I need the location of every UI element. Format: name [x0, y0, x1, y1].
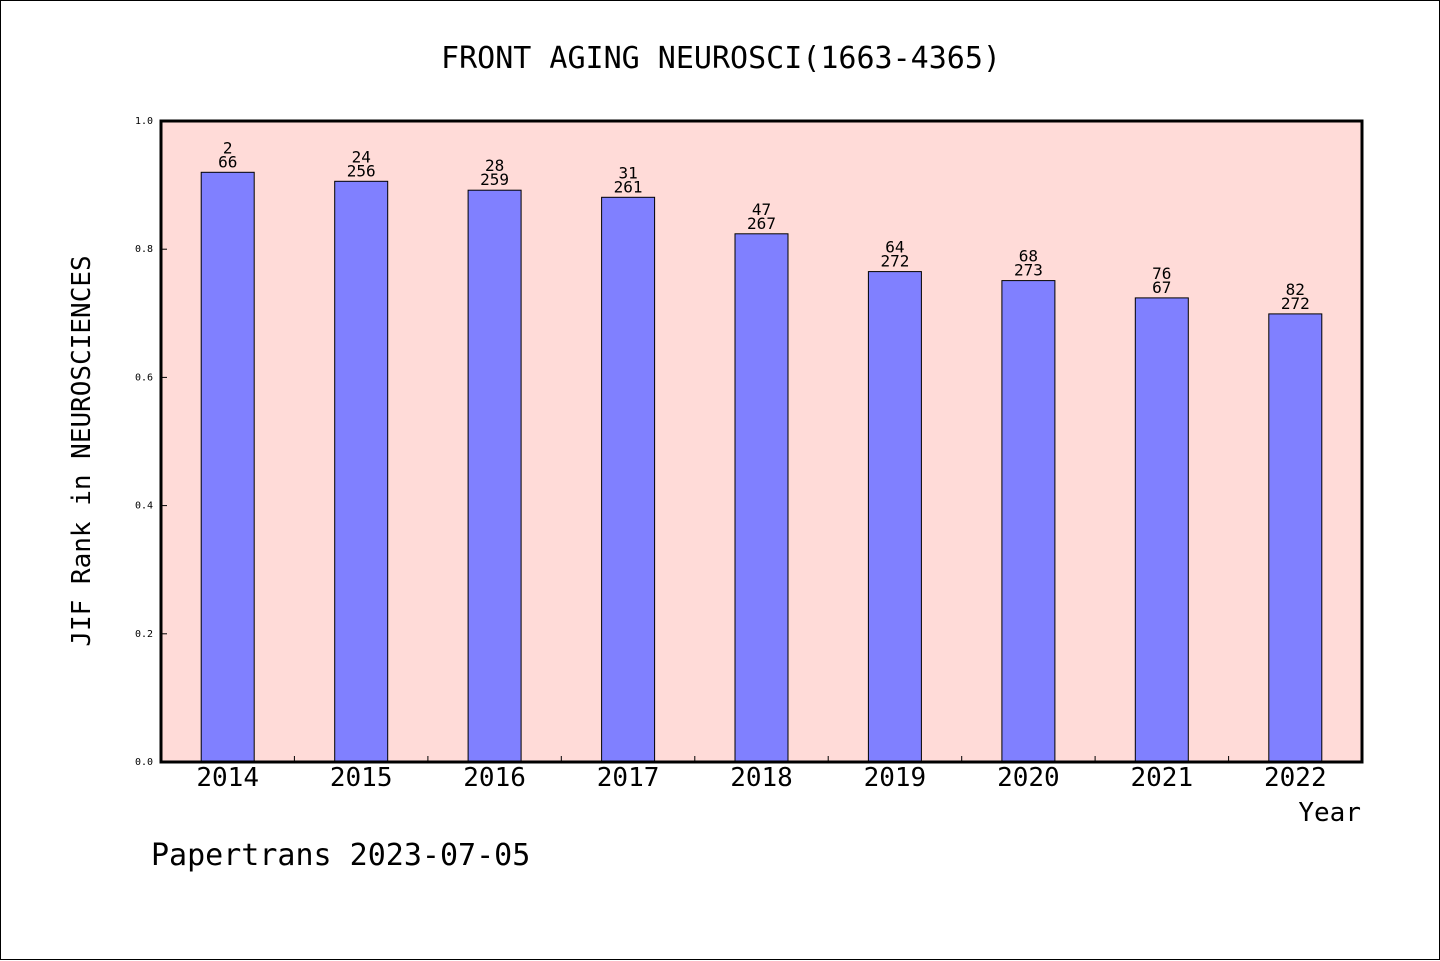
y-axis: 0.0 0.2 0.4 0.6 0.8 1.0 — [135, 116, 167, 768]
bar-label-rank: 68 — [1019, 247, 1038, 266]
bar-label-rank: 24 — [352, 147, 371, 166]
bar-2014 — [200, 171, 255, 763]
bar-label-rank: 47 — [752, 200, 771, 219]
bar-label-total: 259 — [480, 170, 509, 189]
x-tick-label: 2020 — [997, 763, 1060, 793]
bar-label-total: 256 — [347, 161, 376, 180]
bar-2019 — [867, 271, 922, 763]
bar-2017 — [601, 196, 656, 763]
bar-label-rank: 64 — [885, 238, 904, 257]
x-tick-label: 2018 — [730, 763, 793, 793]
bars-group — [200, 171, 1323, 763]
bar-2018 — [734, 233, 789, 763]
bar-label-total: 267 — [747, 214, 776, 233]
bar-label-rank: 28 — [485, 156, 504, 175]
y-tick-label: 1.0 — [135, 116, 153, 127]
bar-2016 — [467, 189, 522, 763]
x-tick-label: 2016 — [463, 763, 526, 793]
bar-2020 — [1001, 280, 1056, 763]
x-tick-label: 2019 — [864, 763, 927, 793]
bar-2021 — [1134, 297, 1189, 763]
x-axis-label: Year — [1298, 798, 1361, 828]
footer-credit: Papertrans 2023-07-05 — [151, 838, 530, 873]
y-tick-label: 0.0 — [135, 757, 153, 768]
bar-label-total: 272 — [880, 252, 909, 271]
x-tick-label: 2022 — [1264, 763, 1327, 793]
bar-label-total: 261 — [614, 177, 643, 196]
bar-label-rank: 31 — [618, 163, 637, 182]
x-tick-label: 2015 — [330, 763, 393, 793]
y-tick-label: 0.6 — [135, 372, 153, 383]
plot-border — [159, 119, 1364, 764]
y-tick-label: 0.8 — [135, 244, 153, 255]
x-tick-label: 2014 — [196, 763, 259, 793]
bar-2022 — [1268, 313, 1323, 763]
chart-title: FRONT AGING NEUROSCI(1663-4365) — [441, 41, 1001, 76]
y-tick-label: 0.2 — [135, 629, 153, 640]
bar-2015 — [334, 180, 389, 763]
bar-label-total: 66 — [218, 152, 237, 171]
x-axis: 2014 2015 2016 2017 2018 2019 2020 2021 2022 — [196, 756, 1327, 793]
x-tick-label: 2017 — [597, 763, 660, 793]
x-tick-label: 2021 — [1130, 763, 1193, 793]
bar-label-rank: 82 — [1286, 280, 1305, 299]
y-tick-label: 0.4 — [135, 501, 153, 512]
bar-label-total: 272 — [1281, 294, 1310, 313]
bar-label-total: 67 — [1152, 278, 1171, 297]
bar-label-total: 273 — [1014, 261, 1043, 280]
y-axis-label: JIF Rank in NEUROSCIENCES — [67, 255, 97, 646]
bar-label-rank: 76 — [1152, 264, 1171, 283]
bar-label-rank: 2 — [223, 138, 233, 157]
